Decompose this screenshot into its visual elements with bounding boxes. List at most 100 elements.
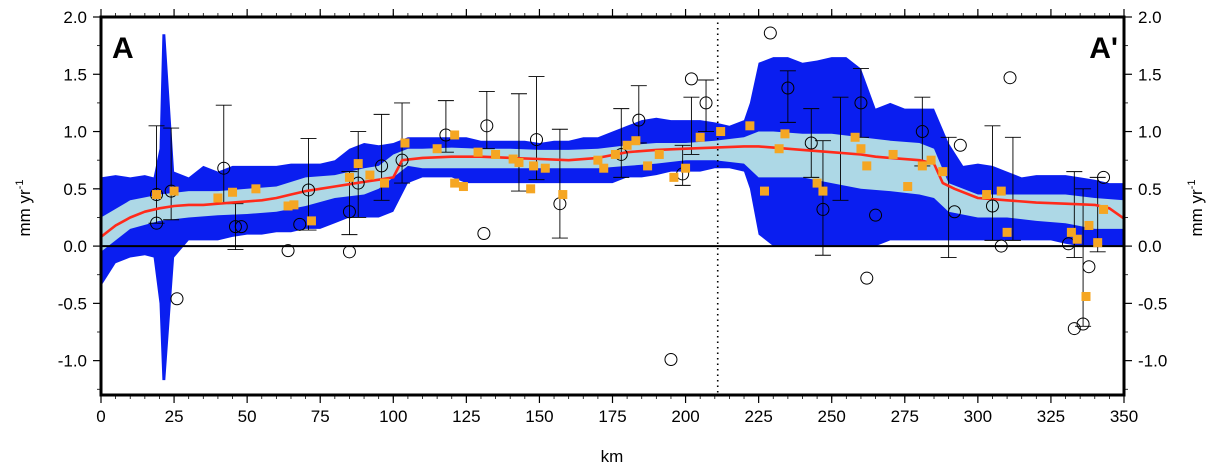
square-marker [450, 130, 459, 139]
square-marker [541, 164, 550, 173]
square-marker [760, 187, 769, 196]
corner-label-left: A [112, 32, 134, 65]
square-marker [938, 167, 947, 176]
y-tick-label-left: 2.0 [63, 8, 87, 27]
circle-marker [665, 353, 677, 365]
square-marker [529, 161, 538, 170]
square-marker [862, 161, 871, 170]
square-marker [903, 182, 912, 191]
square-marker [655, 150, 664, 159]
square-marker [611, 150, 620, 159]
square-marker [400, 139, 409, 148]
x-tick-label: 325 [1037, 407, 1065, 426]
y-tick-label-left: 1.0 [63, 123, 87, 142]
circle-marker [861, 272, 873, 284]
square-marker [213, 193, 222, 202]
square-marker [345, 173, 354, 182]
y-tick-label-left: 0.0 [63, 237, 87, 256]
square-marker [228, 188, 237, 197]
circle-marker [478, 227, 490, 239]
square-marker [251, 184, 260, 193]
square-marker [982, 190, 991, 199]
square-marker [1084, 221, 1093, 230]
circle-marker [954, 139, 966, 151]
x-tick-label: 200 [671, 407, 699, 426]
y-label-left-text: mm yr [15, 189, 34, 237]
square-marker [889, 150, 898, 159]
square-marker [775, 144, 784, 153]
x-tick-label: 50 [238, 407, 257, 426]
y-tick-label-right: 0.5 [1138, 180, 1162, 199]
x-axis-label: km [601, 447, 624, 466]
square-marker [354, 159, 363, 168]
square-marker [289, 200, 298, 209]
circle-marker [764, 27, 776, 39]
x-tick-label: 0 [96, 407, 105, 426]
square-marker [450, 179, 459, 188]
y-tick-label-left: -1.0 [58, 352, 87, 371]
square-marker [599, 164, 608, 173]
y-axis-label-right: mm yr-1 [1186, 180, 1206, 237]
circle-marker [343, 246, 355, 258]
square-marker [1073, 235, 1082, 244]
square-marker [716, 127, 725, 136]
corner-label-right: A' [1089, 32, 1118, 65]
square-marker [780, 129, 789, 138]
square-marker [1099, 205, 1108, 214]
x-tick-label: 150 [525, 407, 553, 426]
circle-marker [171, 293, 183, 305]
svg-text:mm yr-1: mm yr-1 [1186, 180, 1206, 237]
square-marker [851, 133, 860, 142]
square-marker [813, 179, 822, 188]
square-marker [997, 187, 1006, 196]
square-marker [818, 187, 827, 196]
y-tick-label-left: 1.5 [63, 65, 87, 84]
square-marker [856, 144, 865, 153]
square-marker [631, 136, 640, 145]
y-tick-label-right: -1.0 [1138, 352, 1167, 371]
square-marker [1093, 238, 1102, 247]
circle-marker [1004, 72, 1016, 84]
y-tick-label-right: 1.0 [1138, 123, 1162, 142]
square-marker [152, 190, 161, 199]
square-marker [170, 187, 179, 196]
y-label-right-sup: -1 [1186, 180, 1198, 190]
y-tick-label-right: 1.5 [1138, 65, 1162, 84]
square-marker [526, 184, 535, 193]
y-tick-label-left: -0.5 [58, 294, 87, 313]
square-marker [669, 173, 678, 182]
square-marker [433, 144, 442, 153]
x-tick-label: 300 [964, 407, 992, 426]
square-marker [593, 156, 602, 165]
square-marker [696, 133, 705, 142]
square-marker [623, 141, 632, 150]
y-tick-label-left: 0.5 [63, 180, 87, 199]
square-marker [681, 164, 690, 173]
square-marker [514, 158, 523, 167]
square-marker [745, 121, 754, 130]
square-marker [1003, 228, 1012, 237]
uncertainty-bands [101, 34, 1124, 380]
square-marker [365, 171, 374, 180]
y-tick-label-right: -0.5 [1138, 294, 1167, 313]
y-axis-label-left: mm yr-1 [14, 180, 34, 237]
square-marker [474, 148, 483, 157]
square-marker [307, 216, 316, 225]
y-label-left-sup: -1 [14, 180, 26, 190]
circle-marker [685, 73, 697, 85]
y-label-right-text: mm yr [1187, 189, 1206, 237]
square-marker [491, 150, 500, 159]
x-tick-label: 75 [311, 407, 330, 426]
square-marker [459, 182, 468, 191]
square-marker [558, 190, 567, 199]
circle-marker [1083, 261, 1095, 273]
y-tick-label-right: 0.0 [1138, 237, 1162, 256]
svg-text:mm yr-1: mm yr-1 [14, 180, 34, 237]
square-marker [643, 161, 652, 170]
x-tick-label: 250 [818, 407, 846, 426]
y-tick-label-right: 2.0 [1138, 8, 1162, 27]
x-tick-label: 125 [452, 407, 480, 426]
square-marker [380, 179, 389, 188]
